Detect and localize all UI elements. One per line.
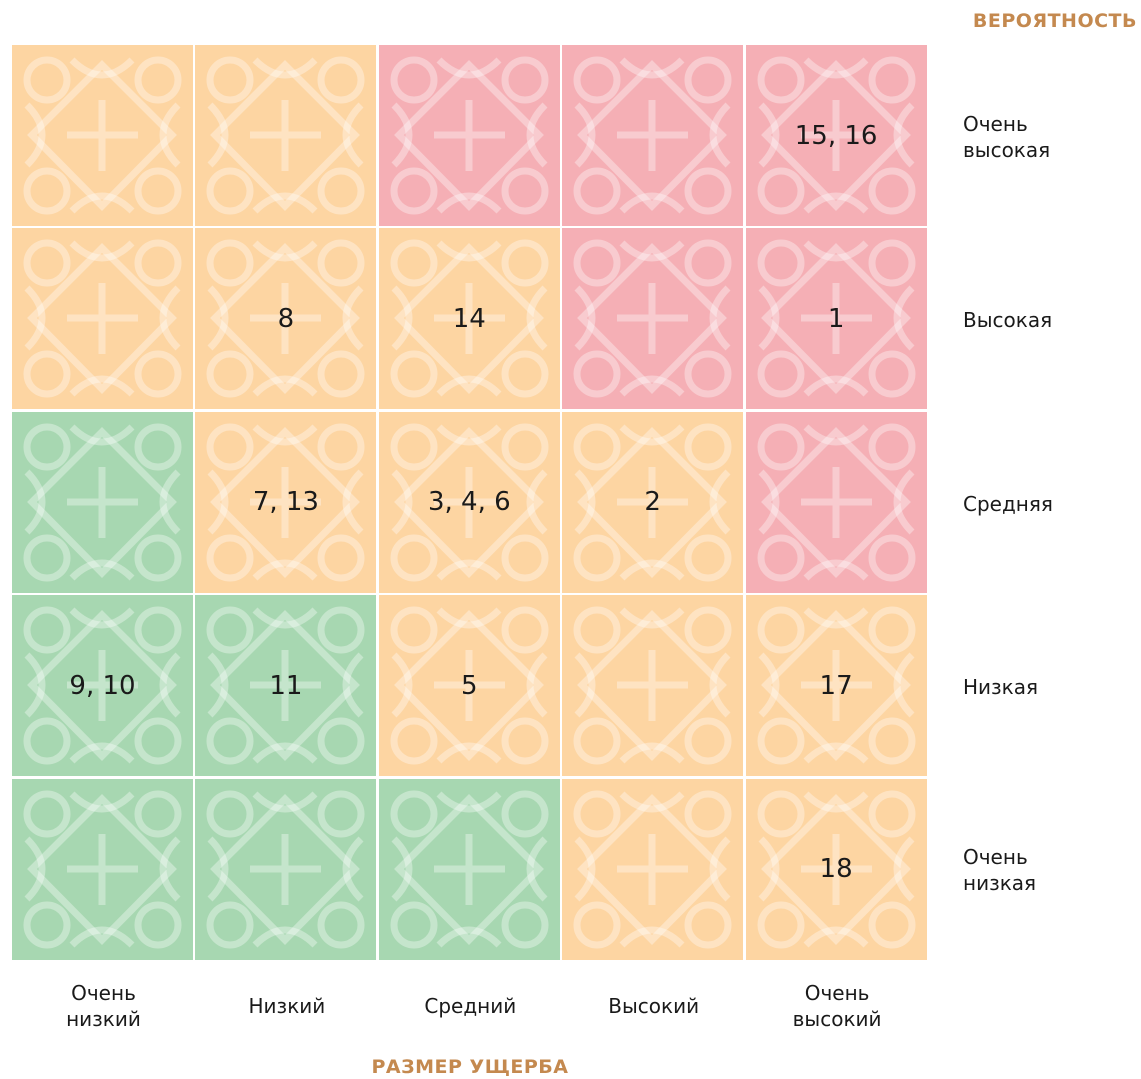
risk-cell: 17 xyxy=(746,595,927,776)
risk-cell xyxy=(562,45,743,226)
cell-label: 11 xyxy=(269,671,302,701)
column-label: Низкий xyxy=(195,993,378,1019)
risk-cell: 9, 10 xyxy=(12,595,193,776)
cell-label: 2 xyxy=(644,487,661,517)
risk-cell xyxy=(12,45,193,226)
column-label: Очень низкий xyxy=(12,980,195,1032)
risk-cell xyxy=(195,779,376,960)
cell-label: 5 xyxy=(461,671,478,701)
row-label: Очень высокая xyxy=(963,111,1050,163)
risk-cell xyxy=(562,595,743,776)
risk-cell: 8 xyxy=(195,228,376,409)
cell-label: 3, 4, 6 xyxy=(428,487,511,517)
y-axis-title: ВЕРОЯТНОСТЬ xyxy=(973,10,1137,32)
row-label: Средняя xyxy=(963,491,1053,517)
x-axis-title: РАЗМЕР УЩЕРБА xyxy=(0,1056,940,1078)
risk-cell: 7, 13 xyxy=(195,412,376,593)
risk-cell xyxy=(379,45,560,226)
cell-label: 17 xyxy=(820,671,853,701)
row-label: Низкая xyxy=(963,674,1038,700)
risk-cell xyxy=(12,779,193,960)
column-label: Высокий xyxy=(562,993,745,1019)
risk-cell xyxy=(12,412,193,593)
cell-label: 8 xyxy=(278,304,295,334)
risk-cell xyxy=(562,228,743,409)
risk-cell: 2 xyxy=(562,412,743,593)
risk-cell: 14 xyxy=(379,228,560,409)
cell-label: 1 xyxy=(828,304,845,334)
cell-label: 18 xyxy=(820,854,853,884)
page: ВЕРОЯТНОСТЬ РАЗМЕР УЩЕРБА (() => { const… xyxy=(0,0,1141,1079)
risk-cell: 5 xyxy=(379,595,560,776)
risk-cell: 3, 4, 6 xyxy=(379,412,560,593)
risk-cell xyxy=(12,228,193,409)
column-label: Средний xyxy=(379,993,562,1019)
risk-cell: 11 xyxy=(195,595,376,776)
column-label: Очень высокий xyxy=(746,980,929,1032)
risk-cell xyxy=(746,412,927,593)
cell-label: 14 xyxy=(453,304,486,334)
risk-cell: 1 xyxy=(746,228,927,409)
row-label: Очень низкая xyxy=(963,844,1036,896)
risk-cell xyxy=(195,45,376,226)
risk-cell: 15, 16 xyxy=(746,45,927,226)
row-label: Высокая xyxy=(963,307,1052,333)
risk-cell xyxy=(379,779,560,960)
risk-cell: 18 xyxy=(746,779,927,960)
cell-label: 7, 13 xyxy=(253,487,319,517)
cell-label: 15, 16 xyxy=(795,121,878,151)
cell-label: 9, 10 xyxy=(69,671,135,701)
risk-cell xyxy=(562,779,743,960)
